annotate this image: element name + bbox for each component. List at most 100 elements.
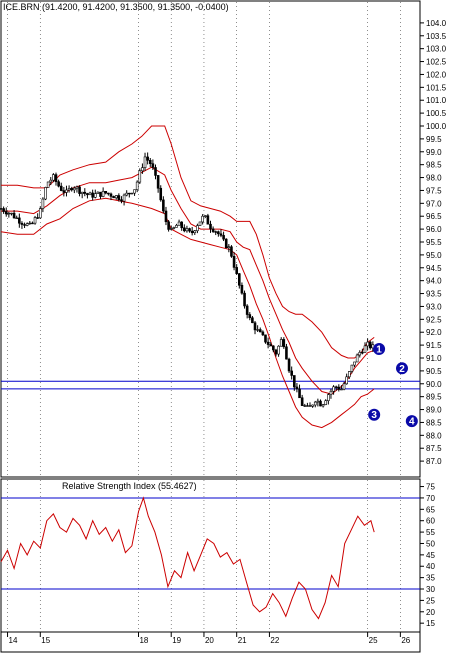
price-y-tick-label: 90.0 bbox=[426, 380, 442, 389]
price-y-tick-label: 100.0 bbox=[426, 122, 447, 131]
candle-body bbox=[164, 210, 168, 223]
candle-body bbox=[358, 352, 362, 356]
candle-body bbox=[120, 199, 123, 202]
candle-body bbox=[146, 156, 149, 161]
price-y-tick-label: 93.0 bbox=[426, 302, 442, 311]
price-y-tick-label: 104.0 bbox=[426, 19, 447, 28]
candle-body bbox=[93, 193, 97, 198]
candle-body bbox=[211, 228, 215, 232]
price-y-tick-label: 96.0 bbox=[426, 225, 442, 234]
candle-body bbox=[329, 390, 333, 395]
candle-body bbox=[245, 305, 249, 315]
candle-body bbox=[83, 191, 87, 194]
price-y-tick-label: 99.5 bbox=[426, 135, 442, 144]
candle-body bbox=[219, 233, 223, 236]
candle-body bbox=[180, 221, 183, 229]
price-candles bbox=[0, 152, 375, 408]
price-chart-title: ICE.BRN (91.4200, 91.4200, 91.3500, 91.3… bbox=[3, 2, 229, 12]
candle-body bbox=[177, 221, 181, 226]
candle-body bbox=[298, 388, 301, 399]
candle-body bbox=[198, 221, 202, 226]
candle-body bbox=[361, 352, 364, 354]
x-tick-label: 20 bbox=[205, 636, 214, 645]
price-y-tick-label: 98.0 bbox=[426, 174, 442, 183]
candle-body bbox=[167, 221, 170, 230]
price-horizontal-lines bbox=[1, 380, 420, 390]
price-plot-frame bbox=[0, 0, 421, 478]
candle-body bbox=[313, 401, 317, 406]
candle-body bbox=[368, 341, 372, 349]
candle-body bbox=[217, 231, 220, 235]
price-y-tick-label: 92.0 bbox=[426, 328, 442, 337]
price-y-tick-label: 103.5 bbox=[426, 32, 447, 41]
price-y-tick-label: 91.0 bbox=[426, 354, 442, 363]
candle-body bbox=[117, 195, 121, 200]
annotation-marker bbox=[405, 415, 418, 428]
candle-body bbox=[151, 163, 155, 168]
candle-body bbox=[224, 238, 228, 249]
price-y-tick-label: 95.5 bbox=[426, 238, 442, 247]
candle-body bbox=[196, 225, 199, 232]
candle-body bbox=[347, 371, 351, 378]
candle-body bbox=[340, 388, 343, 391]
rsi-vertical-gridlines bbox=[7, 480, 401, 631]
rsi-chart-title: Relative Strength Index (55.4627) bbox=[62, 481, 197, 491]
candle-body bbox=[277, 345, 280, 355]
candle-body bbox=[162, 199, 165, 212]
price-y-tick-label: 92.5 bbox=[426, 315, 442, 324]
price-y-tick-label: 103.0 bbox=[426, 45, 447, 54]
candle-body bbox=[303, 405, 307, 407]
candle-body bbox=[75, 186, 79, 189]
price-y-tick-label: 87.5 bbox=[426, 444, 442, 453]
candle-body bbox=[308, 405, 312, 407]
candle-body bbox=[38, 208, 42, 219]
candle-body bbox=[363, 345, 367, 353]
annotation-marker-label: 3 bbox=[371, 410, 377, 421]
rsi-y-tick-label: 70 bbox=[426, 494, 435, 503]
candle-body bbox=[274, 349, 278, 355]
price-y-tick-label: 88.5 bbox=[426, 418, 442, 427]
candle-body bbox=[311, 404, 314, 407]
candle-body bbox=[7, 212, 11, 215]
candle-body bbox=[122, 194, 126, 202]
candle-body bbox=[41, 198, 45, 209]
rsi-y-tick-label: 35 bbox=[426, 574, 435, 583]
candle-body bbox=[175, 225, 178, 228]
candle-body bbox=[188, 228, 191, 232]
candle-body bbox=[99, 191, 102, 197]
rsi-y-tick-label: 20 bbox=[426, 608, 435, 617]
rsi-panel: Relative Strength Index (55.4627) 15 20 25… bbox=[0, 478, 435, 633]
x-tick-label: 22 bbox=[270, 636, 279, 645]
rsi-line bbox=[0, 496, 375, 620]
candle-body bbox=[62, 190, 66, 193]
candle-body bbox=[350, 364, 354, 372]
candle-body bbox=[156, 175, 160, 189]
price-y-tick-label: 100.5 bbox=[426, 109, 447, 118]
candle-body bbox=[248, 314, 252, 319]
rsi-y-tick-label: 15 bbox=[426, 619, 435, 628]
candle-body bbox=[258, 329, 262, 333]
candle-body bbox=[251, 317, 254, 324]
candle-body bbox=[342, 383, 346, 390]
price-y-tick-label: 93.5 bbox=[426, 290, 442, 299]
price-y-tick-label: 89.0 bbox=[426, 406, 442, 415]
price-y-tick-label: 91.5 bbox=[426, 341, 442, 350]
candle-body bbox=[70, 188, 74, 191]
candle-body bbox=[18, 217, 21, 224]
bollinger-bands bbox=[0, 125, 375, 429]
candle-body bbox=[238, 273, 241, 286]
candle-body bbox=[148, 159, 152, 164]
candle-body bbox=[183, 227, 186, 232]
price-y-tick-label: 98.5 bbox=[426, 161, 442, 170]
rsi-y-axis: 15 20 25 30 35 40 45 50 55 60 65 70 75 bbox=[420, 483, 435, 628]
candle-body bbox=[44, 187, 47, 200]
candle-body bbox=[104, 191, 108, 194]
candle-body bbox=[101, 191, 105, 197]
candle-body bbox=[353, 361, 356, 366]
candle-body bbox=[143, 156, 147, 168]
rsi-horizontal-lines bbox=[1, 497, 420, 590]
rsi-y-tick-label: 50 bbox=[426, 539, 435, 548]
candle-body bbox=[319, 400, 322, 407]
price-y-tick-label: 102.0 bbox=[426, 70, 447, 79]
